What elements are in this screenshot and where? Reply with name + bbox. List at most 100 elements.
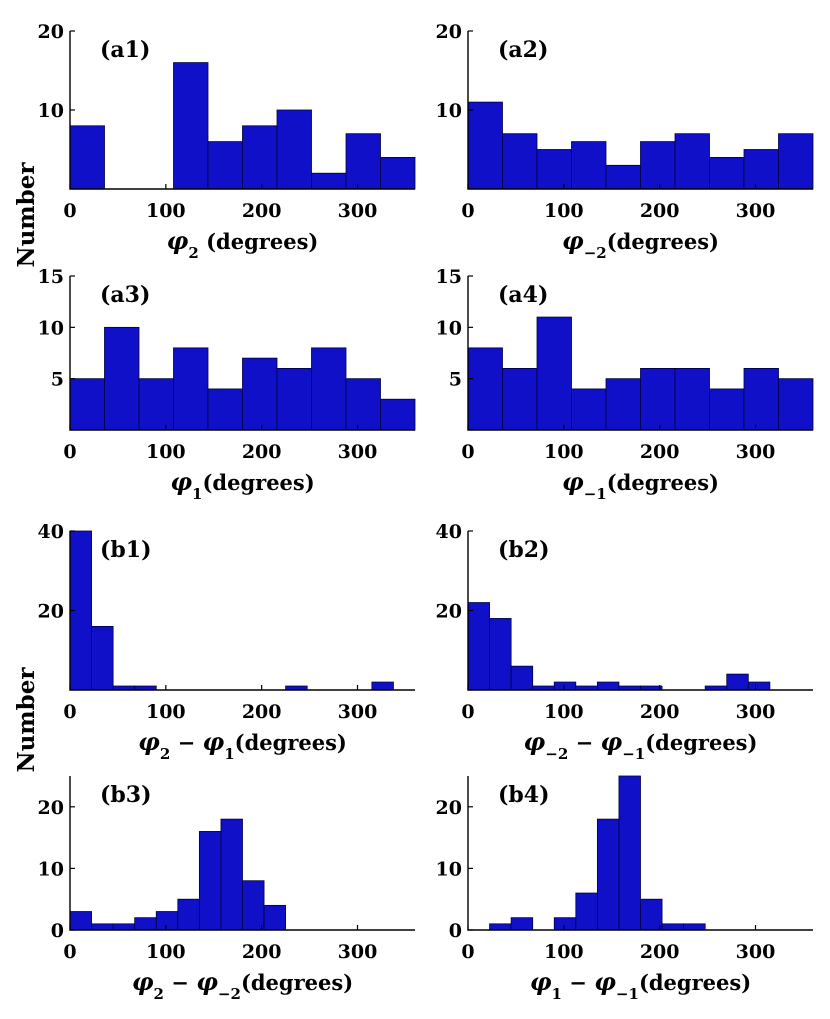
panel-b4: 0 100 200 300 0 10 20 (b4) φ1 − φ−1(degrees) xyxy=(436,775,813,1003)
panel-b2: 0 100 200 300 20 40 (b2) φ−2 − φ−1(degrees) xyxy=(436,521,813,763)
x-tick-label: 200 xyxy=(242,200,282,222)
panel-label: (b2) xyxy=(498,537,550,563)
histogram-bar xyxy=(207,388,243,431)
x-tick-label: 300 xyxy=(736,200,776,222)
x-tick-label: 300 xyxy=(736,441,776,463)
histogram-bar xyxy=(661,923,685,931)
panel-a3: 0 100 200 300 5 10 15 (a3) φ1(degrees) xyxy=(38,266,416,503)
histogram-bar xyxy=(69,125,105,190)
x-axis-label: φ−1(degrees) xyxy=(562,467,719,503)
panel-label: (b4) xyxy=(498,782,550,808)
y-tick-label: 15 xyxy=(436,266,462,288)
histogram-bar xyxy=(596,681,620,691)
panel-label: (a1) xyxy=(100,37,150,63)
x-tick-label: 100 xyxy=(544,441,584,463)
histogram-bar xyxy=(173,62,209,190)
y-tick-label: 15 xyxy=(38,266,64,288)
y-tick-label: 5 xyxy=(51,369,64,391)
panel-b3: 0 100 200 300 0 10 20 (b3) φ2 − φ−2(degrees) xyxy=(38,776,415,1003)
histogram-bar xyxy=(69,378,105,431)
y-tick-label: 40 xyxy=(38,521,64,543)
panel-a1: 0 100 200 300 10 20 (a1) φ2 (degrees) xyxy=(38,21,416,262)
x-tick-label: 300 xyxy=(338,701,378,723)
histogram-bar xyxy=(709,388,745,431)
histogram-bar xyxy=(242,357,278,431)
y-tick-label: 20 xyxy=(436,601,462,623)
histogram-bar xyxy=(778,133,814,190)
x-tick-label: 300 xyxy=(338,441,378,463)
x-tick-label: 200 xyxy=(242,941,282,963)
histogram-bar xyxy=(467,347,503,431)
panel-label: (a2) xyxy=(498,37,548,63)
histogram-bar xyxy=(155,911,179,931)
histogram-bar xyxy=(605,378,641,431)
histogram-bar xyxy=(242,880,265,931)
x-tick-label: 0 xyxy=(63,701,76,723)
histogram-bar xyxy=(709,156,745,190)
x-tick-label: 0 xyxy=(461,441,474,463)
x-tick-label: 100 xyxy=(544,941,584,963)
x-axis-label: φ2 − φ1(degrees) xyxy=(138,727,347,763)
histogram-bar xyxy=(345,378,381,431)
y-tick-label: 10 xyxy=(38,100,64,122)
x-tick-label: 100 xyxy=(544,200,584,222)
x-tick-label: 200 xyxy=(640,441,680,463)
histogram-bar xyxy=(726,673,749,691)
y-tick-label: 10 xyxy=(436,317,462,339)
y-tick-label: 20 xyxy=(38,797,64,819)
histogram-bar xyxy=(571,388,607,431)
panel-label: (a4) xyxy=(498,282,548,308)
histogram-bar xyxy=(536,316,572,431)
histogram-bar xyxy=(263,904,287,931)
histogram-bar xyxy=(778,378,814,431)
x-tick-label: 200 xyxy=(640,701,680,723)
x-tick-label: 100 xyxy=(146,441,186,463)
x-tick-label: 300 xyxy=(338,941,378,963)
y-tick-label: 10 xyxy=(436,100,462,122)
histogram-bar xyxy=(640,367,676,431)
y-tick-label: 10 xyxy=(38,317,64,339)
x-tick-label: 0 xyxy=(63,941,76,963)
histogram-bar xyxy=(510,917,534,931)
x-tick-label: 100 xyxy=(544,701,584,723)
histogram-bar xyxy=(173,347,209,431)
histogram-bar xyxy=(104,326,140,431)
histogram-bar xyxy=(575,892,598,931)
histogram-bar xyxy=(674,367,710,431)
panel-a4: 0 100 200 300 5 10 15 (a4) φ−1(degrees) xyxy=(436,266,814,503)
x-tick-label: 300 xyxy=(338,200,378,222)
x-tick-label: 0 xyxy=(461,701,474,723)
histogram-bar xyxy=(311,172,347,190)
x-tick-label: 0 xyxy=(63,200,76,222)
histogram-bar xyxy=(220,818,243,931)
histogram-bar xyxy=(596,818,620,931)
histogram-bar xyxy=(242,125,278,190)
y-axis-label-bottom: Number xyxy=(13,667,40,773)
histogram-bar xyxy=(345,133,381,190)
histogram-bar xyxy=(502,133,538,190)
x-axis-label: φ1(degrees) xyxy=(170,467,314,503)
panel-b1: 0 100 200 300 20 40 (b1) φ2 − φ1(degrees) xyxy=(38,521,415,763)
panel-a2: 0 100 200 300 10 20 (a2) φ−2(degrees) xyxy=(436,21,814,262)
x-axis-label: φ1 − φ−1(degrees) xyxy=(530,967,751,1003)
histogram-bar xyxy=(198,831,222,931)
histogram-bar xyxy=(134,917,157,931)
histogram-bar xyxy=(747,681,771,691)
x-axis-label: φ−2 − φ−1(degrees) xyxy=(524,727,758,763)
y-tick-label: 5 xyxy=(449,369,462,391)
y-tick-label: 20 xyxy=(38,21,64,43)
histogram-bar xyxy=(467,602,490,691)
panel-label: (b3) xyxy=(100,782,152,808)
histogram-bar xyxy=(640,141,676,190)
x-tick-label: 300 xyxy=(736,941,776,963)
histogram-bar xyxy=(553,681,577,691)
histogram-bar xyxy=(276,109,312,190)
x-tick-label: 200 xyxy=(640,941,680,963)
histogram-bar xyxy=(618,775,641,931)
histogram-bar xyxy=(91,923,114,931)
x-tick-label: 0 xyxy=(63,441,76,463)
y-tick-label: 20 xyxy=(38,601,64,623)
histogram-bar xyxy=(371,681,394,691)
histogram-bar xyxy=(683,923,706,931)
